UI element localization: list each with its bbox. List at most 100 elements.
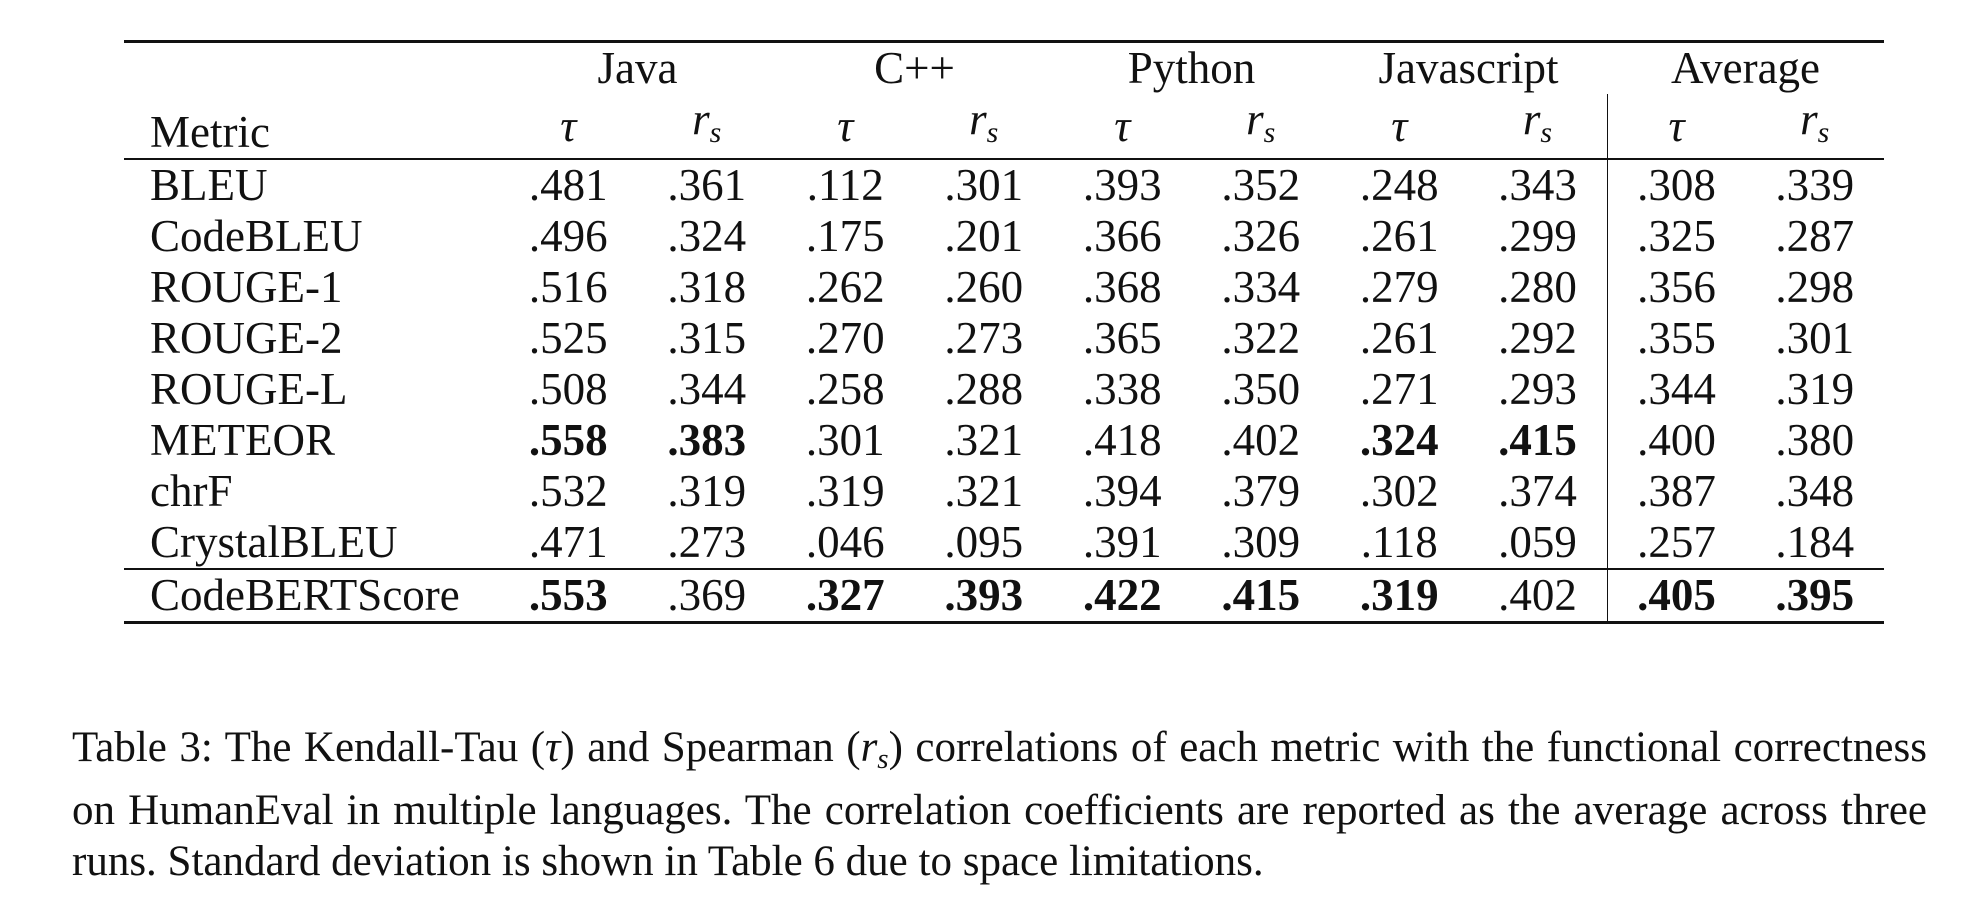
tau-symbol: τ xyxy=(776,94,915,160)
value-cell: .355 xyxy=(1606,313,1746,364)
table-body: BLEU .481 .361 .112 .301 .393 .352 .248 .343 .308… xyxy=(124,159,1884,569)
value-cell: .356 xyxy=(1606,262,1746,313)
value-cell: .352 xyxy=(1221,160,1301,210)
value-cell: .288 xyxy=(944,364,1024,414)
value-cell: .321 xyxy=(944,415,1024,465)
value-cell: .293 xyxy=(1498,364,1577,414)
value-cell: .350 xyxy=(1221,364,1301,414)
caption-tau-symbol: τ xyxy=(545,724,561,771)
header-javascript: Javascript xyxy=(1378,43,1559,93)
table-caption: Table 3: The Kendall-Tau (τ) and Spearma… xyxy=(72,722,1927,887)
value-cell: .553 xyxy=(499,568,638,624)
value-cell: .321 xyxy=(944,466,1024,516)
table-row: CodeBLEU .496 .324 .175 .201 .366 .326 .261 .299… xyxy=(124,211,1884,262)
value-cell: .471 xyxy=(528,517,608,567)
value-cell: .319 xyxy=(1330,568,1469,624)
header-python: Python xyxy=(1127,43,1256,93)
value-cell: .379 xyxy=(1221,466,1301,516)
value-cell: .287 xyxy=(1775,211,1855,261)
metric-name: ROUGE-L xyxy=(150,364,348,414)
table-row: chrF .532 .319 .319 .321 .394 .379 .302 .374 .387… xyxy=(124,466,1884,517)
tau-symbol: τ xyxy=(1330,94,1469,160)
value-cell: .201 xyxy=(944,211,1024,261)
value-cell: .339 xyxy=(1775,160,1855,210)
value-cell: .279 xyxy=(1359,262,1439,312)
caption-text-1: The Kendall-Tau ( xyxy=(224,724,546,771)
value-cell: .380 xyxy=(1775,415,1855,465)
value-cell: .319 xyxy=(667,466,747,516)
value-cell: .525 xyxy=(528,313,608,363)
rs-sub: s xyxy=(709,116,722,149)
table-row: BLEU .481 .361 .112 .301 .393 .352 .248 .343 .308… xyxy=(124,159,1884,211)
value-cell: .095 xyxy=(944,517,1024,567)
value-cell: .516 xyxy=(528,262,608,312)
value-cell: .327 xyxy=(776,568,915,624)
value-cell: .175 xyxy=(805,211,885,261)
value-cell: .391 xyxy=(1082,517,1162,567)
value-cell: .302 xyxy=(1359,466,1439,516)
value-cell: .184 xyxy=(1775,517,1855,567)
table-row-codebertscore: CodeBERTScore .553.369.327.393.422.415.31… xyxy=(124,568,1884,624)
tau-symbol: τ xyxy=(1606,94,1746,160)
value-cell: .301 xyxy=(1775,313,1855,363)
value-cell: .361 xyxy=(667,160,747,210)
value-cell: .309 xyxy=(1221,517,1301,567)
metric-name: chrF xyxy=(150,466,233,516)
metric-name: BLEU xyxy=(150,160,268,210)
value-cell: .262 xyxy=(805,262,885,312)
value-cell: .118 xyxy=(1360,517,1438,567)
value-cell: .343 xyxy=(1498,160,1577,210)
value-cell: .112 xyxy=(806,160,884,210)
value-cell: .258 xyxy=(805,364,885,414)
rs-symbol: rs xyxy=(1468,94,1607,160)
value-cell: .298 xyxy=(1775,262,1855,312)
table-row: ROUGE-2 .525 .315 .270 .273 .365 .322 .261 .292.… xyxy=(124,313,1884,364)
header-java: Java xyxy=(597,43,678,93)
value-cell: .273 xyxy=(667,517,747,567)
value-cell: .402 xyxy=(1468,568,1607,624)
value-cell: .248 xyxy=(1359,160,1439,210)
value-cell: .400 xyxy=(1606,415,1746,466)
value-cell: .292 xyxy=(1498,313,1577,363)
value-cell: .319 xyxy=(805,466,885,516)
rs-sub: s xyxy=(986,116,999,149)
value-cell: .271 xyxy=(1359,364,1439,414)
table-row: ROUGE-L .508 .344 .258 .288 .338 .350 .271 .293.… xyxy=(124,364,1884,415)
value-cell: .496 xyxy=(528,211,608,261)
value-cell: .508 xyxy=(528,364,608,414)
value-cell: .348 xyxy=(1775,466,1855,516)
value-cell: .394 xyxy=(1082,466,1162,516)
header-blank xyxy=(124,42,499,95)
value-cell: .387 xyxy=(1606,466,1746,517)
value-cell: .318 xyxy=(667,262,747,312)
value-cell: .393 xyxy=(914,568,1053,624)
caption-rs-sub: s xyxy=(877,743,889,775)
caption-text-3: ) correlations of each metric with the f… xyxy=(72,724,1927,885)
header-average: Average xyxy=(1670,43,1821,93)
language-header-row: Java C++ Python Javascript Average xyxy=(124,41,1884,95)
symbol-header-row: Metric τ rs τ rs τ rs τ rs τ rs xyxy=(124,94,1884,160)
value-cell: .415 xyxy=(1191,568,1330,624)
rs-base: r xyxy=(692,94,710,144)
caption-rs-symbol: rs xyxy=(861,724,889,775)
value-cell: .257 xyxy=(1606,517,1746,569)
rs-sub: s xyxy=(1817,116,1830,149)
value-cell: .402 xyxy=(1221,415,1301,465)
value-cell: .280 xyxy=(1498,262,1577,312)
tau-symbol: τ xyxy=(499,94,638,160)
metric-name: ROUGE-1 xyxy=(150,262,343,312)
value-cell: .315 xyxy=(667,313,747,363)
table-row: CrystalBLEU .471 .273 .046 .095 .391 .309 .118.… xyxy=(124,517,1884,569)
value-cell: .532 xyxy=(528,466,608,516)
value-cell: .301 xyxy=(944,160,1024,210)
metric-name: METEOR xyxy=(150,415,335,465)
metric-name: CrystalBLEU xyxy=(150,517,398,567)
rs-base: r xyxy=(969,94,987,144)
rs-symbol: rs xyxy=(1745,94,1884,160)
header-cpp: C++ xyxy=(874,43,955,93)
results-table: Java C++ Python Javascript Average Metri… xyxy=(124,40,1884,624)
value-cell: .368 xyxy=(1082,262,1162,312)
value-cell: .319 xyxy=(1775,364,1855,414)
metric-column-header: Metric xyxy=(124,94,499,160)
value-cell: .344 xyxy=(667,364,747,414)
